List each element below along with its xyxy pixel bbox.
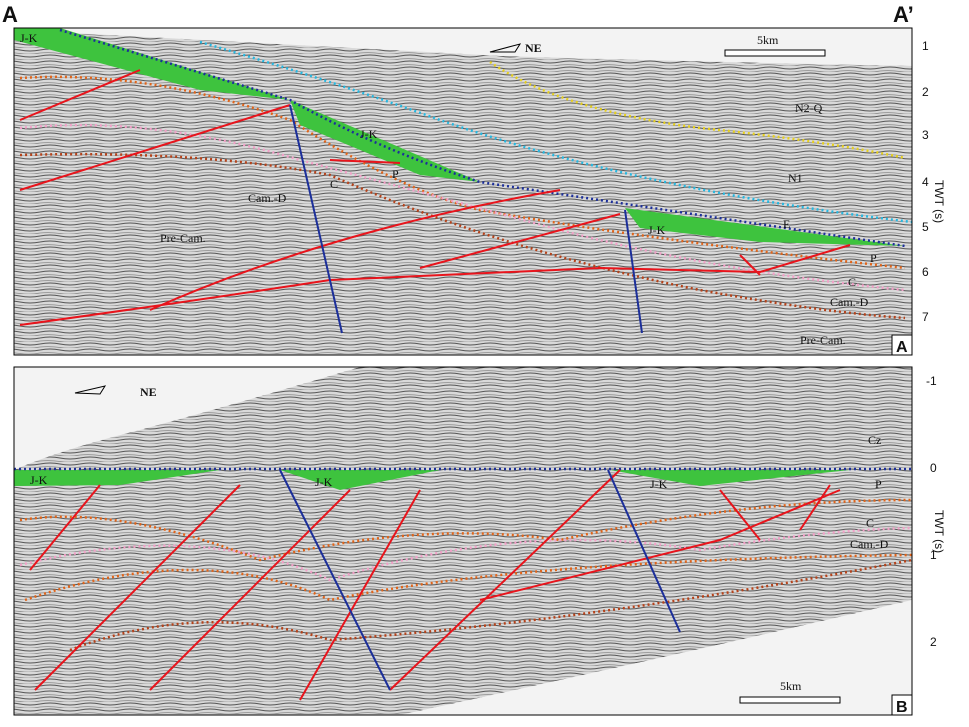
tick-label: 1 <box>930 548 937 562</box>
unit-label: N1 <box>788 171 803 185</box>
tick-label: 1 <box>922 39 929 53</box>
unit-label: J-K <box>315 475 333 489</box>
tick-label: 6 <box>922 265 929 279</box>
tick-label: 7 <box>922 310 929 324</box>
section-end: A’ <box>893 2 914 27</box>
section-end: A <box>2 2 18 27</box>
unit-label: N2-Q <box>795 101 823 115</box>
unit-label: Cam.-D <box>850 537 889 551</box>
panel-label: B <box>896 699 908 716</box>
unit-label: J-K <box>30 473 48 487</box>
panel-b: TWT (s) -1 0 1 2 NE 5km Cz J-K J-K J-K P… <box>13 366 946 716</box>
scale-label: 5km <box>757 33 779 47</box>
north-arrow: NE <box>525 41 542 55</box>
unit-label: E <box>783 217 790 231</box>
unit-label: C <box>866 516 874 530</box>
unit-label: Cam.-D <box>248 191 287 205</box>
unit-label: Cam.-D <box>830 295 869 309</box>
tick-label: -1 <box>926 374 937 388</box>
unit-label: Pre-Cam. <box>800 333 846 347</box>
panel-a: TWT (s) 1 2 3 4 5 6 7 NE 5km J-K N2-Q J-… <box>13 27 946 356</box>
tick-label: 2 <box>922 85 929 99</box>
panel-label: A <box>896 339 908 356</box>
axis-title: TWT (s) <box>932 510 946 553</box>
scale-label: 5km <box>780 679 802 693</box>
unit-label: P <box>875 477 882 491</box>
unit-label: C <box>848 275 856 289</box>
tick-label: 0 <box>930 461 937 475</box>
tick-label: 4 <box>922 175 929 189</box>
unit-label: P <box>392 167 399 181</box>
unit-label: J-K <box>20 31 38 45</box>
unit-label: J-K <box>650 477 668 491</box>
unit-label: Cz <box>868 433 881 447</box>
north-arrow: NE <box>140 385 157 399</box>
unit-label: C <box>330 177 338 191</box>
unit-label: J-K <box>360 127 378 141</box>
axis-title: TWT (s) <box>932 180 946 223</box>
unit-label: P <box>870 251 877 265</box>
tick-label: 3 <box>922 128 929 142</box>
tick-label: 2 <box>930 635 937 649</box>
unit-label: Pre-Cam. <box>160 231 206 245</box>
unit-label: J-K <box>648 223 666 237</box>
tick-label: 5 <box>922 220 929 234</box>
